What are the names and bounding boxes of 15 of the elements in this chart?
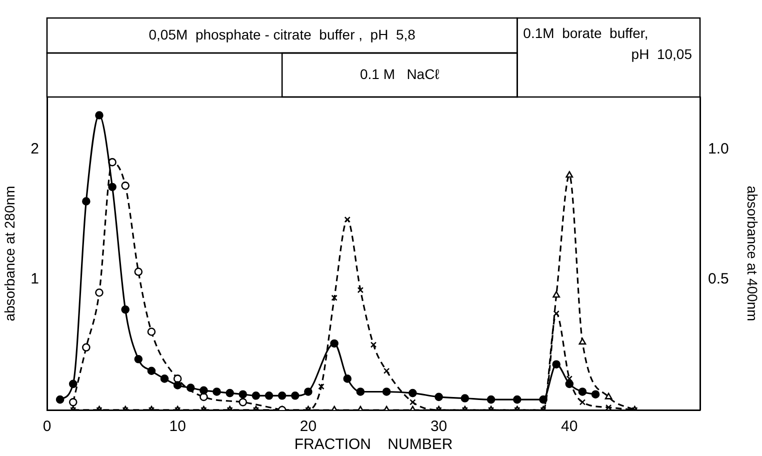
- y2-axis-title: absorbance at 400nm: [744, 186, 761, 322]
- text: 0,05M phosphate - citrate buffer , pH 5,8: [148, 26, 416, 42]
- x-tick-label: 40: [561, 418, 578, 436]
- y2-tick-label: 0.5: [708, 270, 729, 288]
- x-tick-label: 10: [169, 418, 186, 436]
- x-axis-title: FRACTION NUMBER: [294, 436, 453, 454]
- x-tick-label: 20: [300, 418, 317, 436]
- y-axis-title: absorbance at 280nm: [1, 186, 18, 322]
- y-tick-label: 1: [30, 270, 39, 288]
- text: 0.1M borate buffer, pH 10,05: [523, 24, 692, 62]
- y2-tick-label: 1.0: [708, 140, 729, 158]
- y-tick-label: 2: [30, 140, 39, 158]
- x-tick-label: 0: [42, 418, 52, 436]
- x-tick-label: 30: [430, 418, 448, 436]
- text: 0.1 M NaCℓ: [360, 66, 440, 82]
